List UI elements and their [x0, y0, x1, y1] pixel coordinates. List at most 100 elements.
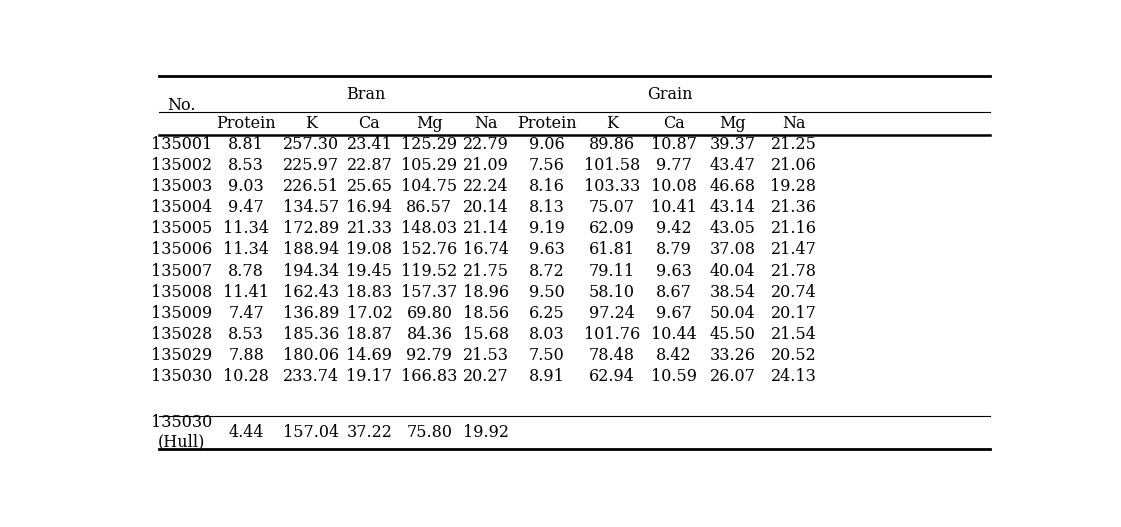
- Text: 225.97: 225.97: [284, 157, 340, 174]
- Text: 43.05: 43.05: [710, 220, 756, 237]
- Text: 104.75: 104.75: [401, 178, 457, 195]
- Text: 101.76: 101.76: [584, 326, 640, 343]
- Text: 21.78: 21.78: [770, 262, 816, 279]
- Text: 84.36: 84.36: [407, 326, 453, 343]
- Text: 157.04: 157.04: [284, 424, 340, 441]
- Text: 18.87: 18.87: [346, 326, 392, 343]
- Text: 4.44: 4.44: [229, 424, 263, 441]
- Text: 135006: 135006: [151, 241, 213, 258]
- Text: 19.17: 19.17: [346, 368, 392, 385]
- Text: 103.33: 103.33: [584, 178, 640, 195]
- Text: 21.06: 21.06: [770, 157, 816, 174]
- Text: 135005: 135005: [151, 220, 213, 237]
- Text: 62.09: 62.09: [589, 220, 634, 237]
- Text: 135029: 135029: [151, 347, 213, 364]
- Text: 14.69: 14.69: [346, 347, 392, 364]
- Text: 101.58: 101.58: [584, 157, 640, 174]
- Text: Mg: Mg: [416, 115, 443, 132]
- Text: 8.72: 8.72: [529, 262, 565, 279]
- Text: 22.24: 22.24: [463, 178, 509, 195]
- Text: 188.94: 188.94: [284, 241, 340, 258]
- Text: 50.04: 50.04: [710, 305, 756, 321]
- Text: 37.08: 37.08: [710, 241, 756, 258]
- Text: 20.74: 20.74: [770, 284, 816, 300]
- Text: Bran: Bran: [346, 85, 386, 103]
- Text: 20.52: 20.52: [770, 347, 816, 364]
- Text: K: K: [605, 115, 618, 132]
- Text: 135001: 135001: [151, 136, 213, 153]
- Text: 33.26: 33.26: [710, 347, 756, 364]
- Text: 157.37: 157.37: [401, 284, 457, 300]
- Text: 75.80: 75.80: [407, 424, 453, 441]
- Text: 58.10: 58.10: [589, 284, 634, 300]
- Text: 8.03: 8.03: [529, 326, 565, 343]
- Text: 10.87: 10.87: [650, 136, 696, 153]
- Text: 135002: 135002: [151, 157, 212, 174]
- Text: 10.41: 10.41: [650, 199, 696, 216]
- Text: 38.54: 38.54: [710, 284, 756, 300]
- Text: No.: No.: [167, 97, 196, 114]
- Text: 21.54: 21.54: [770, 326, 816, 343]
- Text: 19.28: 19.28: [770, 178, 816, 195]
- Text: 20.14: 20.14: [463, 199, 509, 216]
- Text: 226.51: 226.51: [284, 178, 340, 195]
- Text: 18.56: 18.56: [463, 305, 509, 321]
- Text: 8.78: 8.78: [229, 262, 265, 279]
- Text: 18.83: 18.83: [346, 284, 392, 300]
- Text: 135004: 135004: [151, 199, 212, 216]
- Text: 180.06: 180.06: [284, 347, 340, 364]
- Text: 8.53: 8.53: [229, 326, 265, 343]
- Text: 11.34: 11.34: [223, 241, 269, 258]
- Text: 89.86: 89.86: [589, 136, 634, 153]
- Text: 46.68: 46.68: [710, 178, 756, 195]
- Text: 135009: 135009: [151, 305, 213, 321]
- Text: 9.63: 9.63: [656, 262, 692, 279]
- Text: 11.41: 11.41: [223, 284, 269, 300]
- Text: 135008: 135008: [151, 284, 213, 300]
- Text: 8.67: 8.67: [656, 284, 692, 300]
- Text: K: K: [305, 115, 317, 132]
- Text: 8.16: 8.16: [529, 178, 565, 195]
- Text: Na: Na: [474, 115, 498, 132]
- Text: 105.29: 105.29: [401, 157, 457, 174]
- Text: 9.06: 9.06: [529, 136, 565, 153]
- Text: 69.80: 69.80: [407, 305, 453, 321]
- Text: 8.13: 8.13: [529, 199, 565, 216]
- Text: 75.07: 75.07: [589, 199, 634, 216]
- Text: 62.94: 62.94: [589, 368, 634, 385]
- Text: 9.63: 9.63: [529, 241, 565, 258]
- Text: 148.03: 148.03: [401, 220, 457, 237]
- Text: 21.47: 21.47: [770, 241, 816, 258]
- Text: 19.92: 19.92: [463, 424, 509, 441]
- Text: 134.57: 134.57: [284, 199, 340, 216]
- Text: Mg: Mg: [720, 115, 745, 132]
- Text: 21.09: 21.09: [463, 157, 509, 174]
- Text: 21.33: 21.33: [346, 220, 392, 237]
- Text: 9.77: 9.77: [656, 157, 692, 174]
- Text: 8.53: 8.53: [229, 157, 265, 174]
- Text: 18.96: 18.96: [463, 284, 509, 300]
- Text: 135028: 135028: [151, 326, 213, 343]
- Text: 79.11: 79.11: [589, 262, 634, 279]
- Text: 21.75: 21.75: [463, 262, 509, 279]
- Text: 10.08: 10.08: [650, 178, 696, 195]
- Text: 21.25: 21.25: [770, 136, 816, 153]
- Text: Protein: Protein: [216, 115, 276, 132]
- Text: 15.68: 15.68: [463, 326, 509, 343]
- Text: 166.83: 166.83: [401, 368, 457, 385]
- Text: 135030
(Hull): 135030 (Hull): [151, 414, 213, 451]
- Text: 20.27: 20.27: [463, 368, 509, 385]
- Text: Na: Na: [781, 115, 805, 132]
- Text: 152.76: 152.76: [401, 241, 457, 258]
- Text: 19.08: 19.08: [346, 241, 392, 258]
- Text: Ca: Ca: [359, 115, 380, 132]
- Text: 22.79: 22.79: [463, 136, 509, 153]
- Text: 21.36: 21.36: [770, 199, 816, 216]
- Text: 162.43: 162.43: [284, 284, 340, 300]
- Text: 9.67: 9.67: [656, 305, 692, 321]
- Text: 10.44: 10.44: [650, 326, 696, 343]
- Text: 78.48: 78.48: [589, 347, 634, 364]
- Text: 92.79: 92.79: [407, 347, 453, 364]
- Text: 6.25: 6.25: [529, 305, 565, 321]
- Text: 7.50: 7.50: [529, 347, 565, 364]
